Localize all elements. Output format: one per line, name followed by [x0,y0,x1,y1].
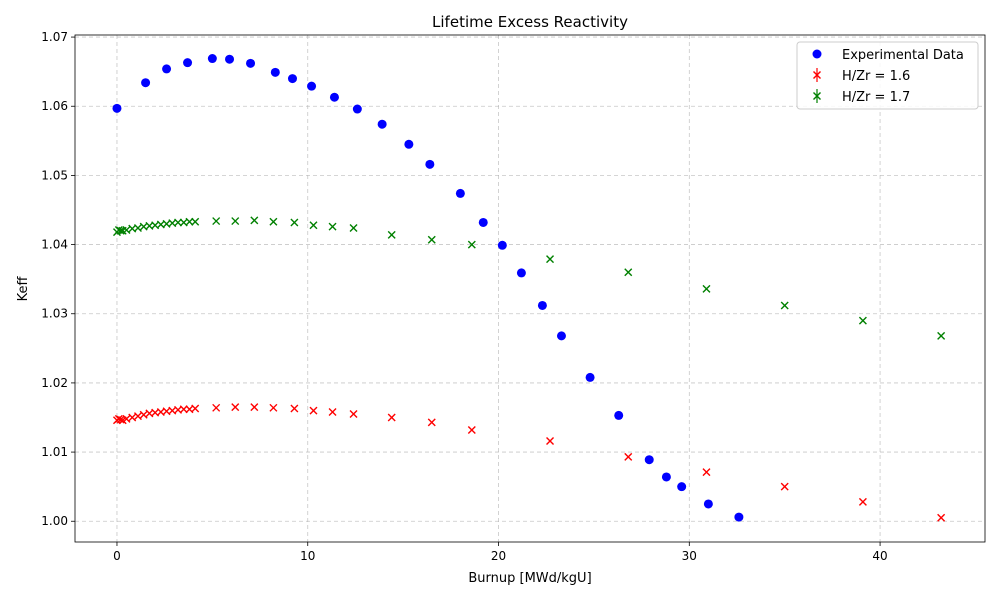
x-tick-label: 40 [872,549,887,563]
data-point [225,55,234,64]
data-point [232,218,239,225]
legend-label: Experimental Data [842,48,964,63]
y-tick-label: 1.00 [41,514,68,528]
y-tick-label: 1.01 [41,445,68,459]
data-point [141,78,150,87]
data-point [213,218,220,225]
plot-area [112,54,944,522]
data-point [625,453,632,460]
x-tick-label: 0 [113,549,121,563]
y-tick-label: 1.07 [41,30,68,44]
y-tick-label: 1.04 [41,238,68,252]
series-0 [112,54,743,522]
data-point [388,414,395,421]
data-point [350,411,357,418]
data-point [232,404,239,411]
data-point [734,513,743,522]
data-point [213,404,220,411]
legend-label: H/Zr = 1.6 [842,69,910,84]
x-tick-label: 20 [491,549,506,563]
data-point [162,64,171,73]
data-point [859,317,866,324]
data-point [192,218,199,225]
y-tick-label: 1.02 [41,376,68,390]
data-point [329,408,336,415]
data-point [129,414,136,421]
axis-ticks: 0 10 20 30 40 1.00 1.01 1.02 1.03 1.04 1.05 1.06 1.0… [41,30,887,563]
data-point [404,140,413,149]
data-point [547,438,554,445]
data-point [307,82,316,91]
data-point [134,224,141,231]
data-point [703,285,710,292]
data-point [353,105,362,114]
data-point [270,404,277,411]
y-axis-label: Keff [16,276,31,302]
data-point [134,413,141,420]
data-point [378,120,387,129]
data-point [677,482,686,491]
data-point [547,256,554,263]
data-point [625,269,632,276]
data-point [140,411,147,418]
data-point [329,223,336,230]
x-tick-label: 30 [682,549,697,563]
data-point [645,455,654,464]
data-point [208,54,217,63]
data-point [388,231,395,238]
data-point [271,68,280,77]
y-tick-label: 1.05 [41,168,68,182]
y-tick-label: 1.06 [41,99,68,113]
data-point [330,93,339,102]
data-point [479,218,488,227]
data-point [310,407,317,414]
data-point [291,219,298,226]
data-point [428,236,435,243]
data-point [586,373,595,382]
data-point [192,405,199,412]
data-point [428,419,435,426]
data-point [468,426,475,433]
data-point [498,241,507,250]
data-point [291,405,298,412]
data-point [251,217,258,224]
data-point [614,411,623,420]
series-2 [113,217,944,340]
data-point [938,514,945,521]
legend: Experimental Data H/Zr = 1.6 H/Zr = 1.7 [797,42,978,109]
data-point [456,189,465,198]
y-tick-label: 1.03 [41,307,68,321]
x-tick-label: 10 [300,549,315,563]
series-1 [113,404,944,522]
data-point [662,472,671,481]
data-point [938,332,945,339]
data-point [251,404,258,411]
data-point [704,499,713,508]
data-point [183,58,192,67]
grid-lines [75,35,985,542]
data-point [517,268,526,277]
data-point [781,483,788,490]
data-point [859,498,866,505]
data-point [288,74,297,83]
data-point [781,302,788,309]
data-point [270,218,277,225]
chart-title: Lifetime Excess Reactivity [432,13,628,31]
data-point [557,331,566,340]
data-point [425,160,434,169]
x-axis-label: Burnup [MWd/kgU] [468,571,591,586]
data-point [246,59,255,68]
plot-frame [75,35,985,542]
data-point [538,301,547,310]
data-point [310,222,317,229]
data-point [350,224,357,231]
data-point [112,104,121,113]
legend-marker [813,50,822,59]
legend-label: H/Zr = 1.7 [842,90,910,105]
data-point [703,469,710,476]
